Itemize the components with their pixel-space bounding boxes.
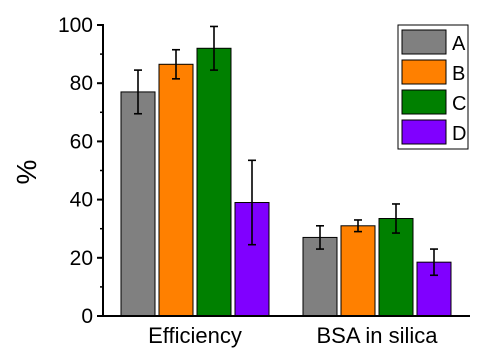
x-tick-label: BSA in silica (316, 323, 438, 348)
legend-label: D (452, 123, 466, 145)
legend-swatch (401, 29, 447, 55)
y-tick-label: 60 (70, 130, 93, 153)
x-tick-label: Efficiency (148, 323, 242, 348)
legend-label: A (452, 33, 466, 55)
bar-b-1 (158, 63, 194, 317)
y-axis-label: % (11, 160, 42, 185)
plot-area: Efficiency BSA in silica 0 20 40 60 80 100 (58, 14, 470, 348)
legend-swatch (401, 89, 447, 115)
y-tick-label: 20 (70, 247, 93, 270)
y-tick-label: 40 (70, 189, 93, 212)
bar-a-1 (120, 91, 156, 317)
y-tick-label: 0 (81, 305, 93, 328)
legend-swatch (401, 119, 447, 145)
bar-c-2 (378, 218, 414, 317)
legend-label: C (452, 93, 466, 115)
y-tick-label: 80 (70, 72, 93, 95)
legend-label: B (452, 63, 465, 85)
bar-b-2 (340, 225, 376, 317)
bar-c-1 (196, 47, 232, 317)
legend-swatch (401, 59, 447, 85)
y-tick-label: 100 (58, 14, 93, 37)
